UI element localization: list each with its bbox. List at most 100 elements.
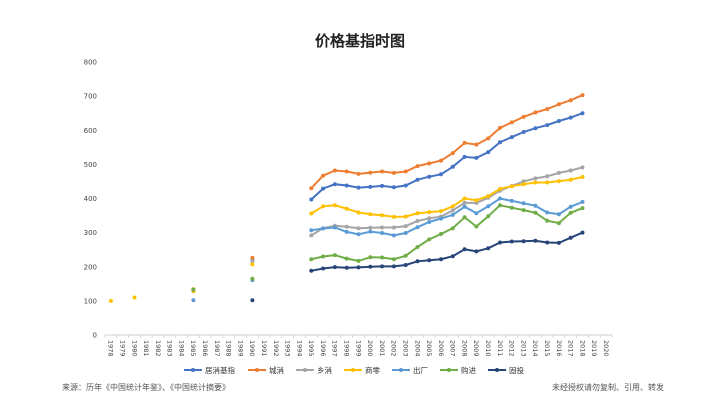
data-point xyxy=(462,154,467,159)
legend: 居消基指 城消 乡消 商零 出厂 购进 固投 xyxy=(184,365,524,375)
data-point xyxy=(309,268,314,273)
legend-swatch-marker xyxy=(447,368,451,372)
data-point xyxy=(545,240,550,245)
x-tick-label: 1984 xyxy=(177,340,185,357)
data-point xyxy=(556,170,561,175)
legend-label: 出厂 xyxy=(413,365,428,375)
legend-label: 购进 xyxy=(461,365,476,375)
legend-label: 居消基指 xyxy=(205,365,235,375)
data-point xyxy=(250,255,255,260)
data-point xyxy=(427,220,432,224)
data-point xyxy=(568,115,573,120)
y-tick-label: 300 xyxy=(84,229,97,237)
data-point xyxy=(321,204,326,209)
data-point xyxy=(568,204,573,209)
data-point xyxy=(380,231,385,235)
series-2 xyxy=(191,93,585,292)
legend-item: 居消基指 xyxy=(184,365,235,375)
y-tick-label: 600 xyxy=(84,127,97,135)
data-point xyxy=(427,237,432,242)
data-point xyxy=(380,225,385,230)
data-point xyxy=(462,200,467,205)
data-point xyxy=(509,198,514,203)
legend-label: 乡消 xyxy=(317,365,332,375)
x-tick-label: 1979 xyxy=(118,340,126,357)
data-point xyxy=(498,140,502,145)
data-point xyxy=(439,232,443,236)
data-point xyxy=(462,215,467,220)
data-point xyxy=(474,224,479,229)
x-tick-label: 2013 xyxy=(519,340,527,357)
legend-item: 购进 xyxy=(440,365,476,375)
legend-swatch-marker xyxy=(399,368,403,372)
data-point xyxy=(415,245,420,249)
data-point xyxy=(521,239,526,244)
data-point xyxy=(450,208,455,213)
x-tick-label: 2020 xyxy=(602,340,610,357)
data-point xyxy=(580,111,585,116)
x-tick-label: 2006 xyxy=(437,340,445,357)
data-point xyxy=(486,150,491,155)
data-point xyxy=(427,216,432,221)
data-point xyxy=(439,257,443,262)
data-point xyxy=(568,98,573,103)
data-point xyxy=(462,140,467,145)
legend-item: 乡消 xyxy=(296,365,332,375)
data-point xyxy=(509,135,514,140)
x-tick-label: 2019 xyxy=(590,340,598,357)
x-tick-label: 2017 xyxy=(567,340,575,357)
data-point xyxy=(498,196,502,201)
data-point xyxy=(450,204,455,209)
series-6 xyxy=(191,203,585,292)
data-point xyxy=(533,110,538,115)
data-point xyxy=(356,258,361,263)
data-point xyxy=(344,265,349,270)
data-point xyxy=(344,169,349,174)
x-tick-label: 2008 xyxy=(460,340,468,357)
x-tick-label: 1978 xyxy=(107,340,115,357)
data-point xyxy=(344,224,349,229)
data-point xyxy=(533,210,538,215)
source-note: 来源：历年《中国统计年鉴》、《中国统计摘要》 xyxy=(62,382,230,392)
data-point xyxy=(521,179,526,184)
legend-label: 商零 xyxy=(365,365,380,375)
data-point xyxy=(580,199,585,204)
series-line xyxy=(310,176,583,218)
data-point xyxy=(391,257,396,262)
data-point xyxy=(321,173,326,178)
data-point xyxy=(439,209,443,214)
x-tick-label: 2009 xyxy=(472,340,480,357)
data-point xyxy=(568,235,573,240)
legend-item: 固投 xyxy=(488,365,524,375)
x-tick-label: 1993 xyxy=(284,340,292,357)
data-point xyxy=(580,165,585,170)
x-tick-label: 1999 xyxy=(354,340,362,357)
data-point xyxy=(556,240,561,245)
data-point xyxy=(545,218,550,223)
legend-swatch-marker xyxy=(495,368,499,372)
x-tick-label: 2012 xyxy=(508,340,516,357)
data-point xyxy=(321,254,326,259)
copyright-notice: 未经授权请勿复制、引用、转发 xyxy=(552,382,664,392)
legend-label: 固投 xyxy=(509,365,524,375)
data-point xyxy=(250,262,255,267)
data-point xyxy=(368,212,373,217)
y-tick-label: 500 xyxy=(84,161,97,169)
x-tick-label: 1988 xyxy=(225,340,233,357)
data-point xyxy=(533,126,538,131)
data-point xyxy=(344,256,349,261)
data-point xyxy=(439,216,443,221)
data-point xyxy=(368,264,373,269)
data-point xyxy=(545,180,550,185)
data-point xyxy=(356,210,361,215)
data-point xyxy=(486,214,491,219)
data-point xyxy=(321,226,326,231)
data-point xyxy=(509,184,514,189)
data-point xyxy=(486,246,491,251)
data-point xyxy=(545,107,550,112)
data-point xyxy=(321,266,326,271)
data-point xyxy=(332,253,337,258)
data-point xyxy=(427,174,432,179)
y-tick-label: 0 xyxy=(93,332,97,340)
